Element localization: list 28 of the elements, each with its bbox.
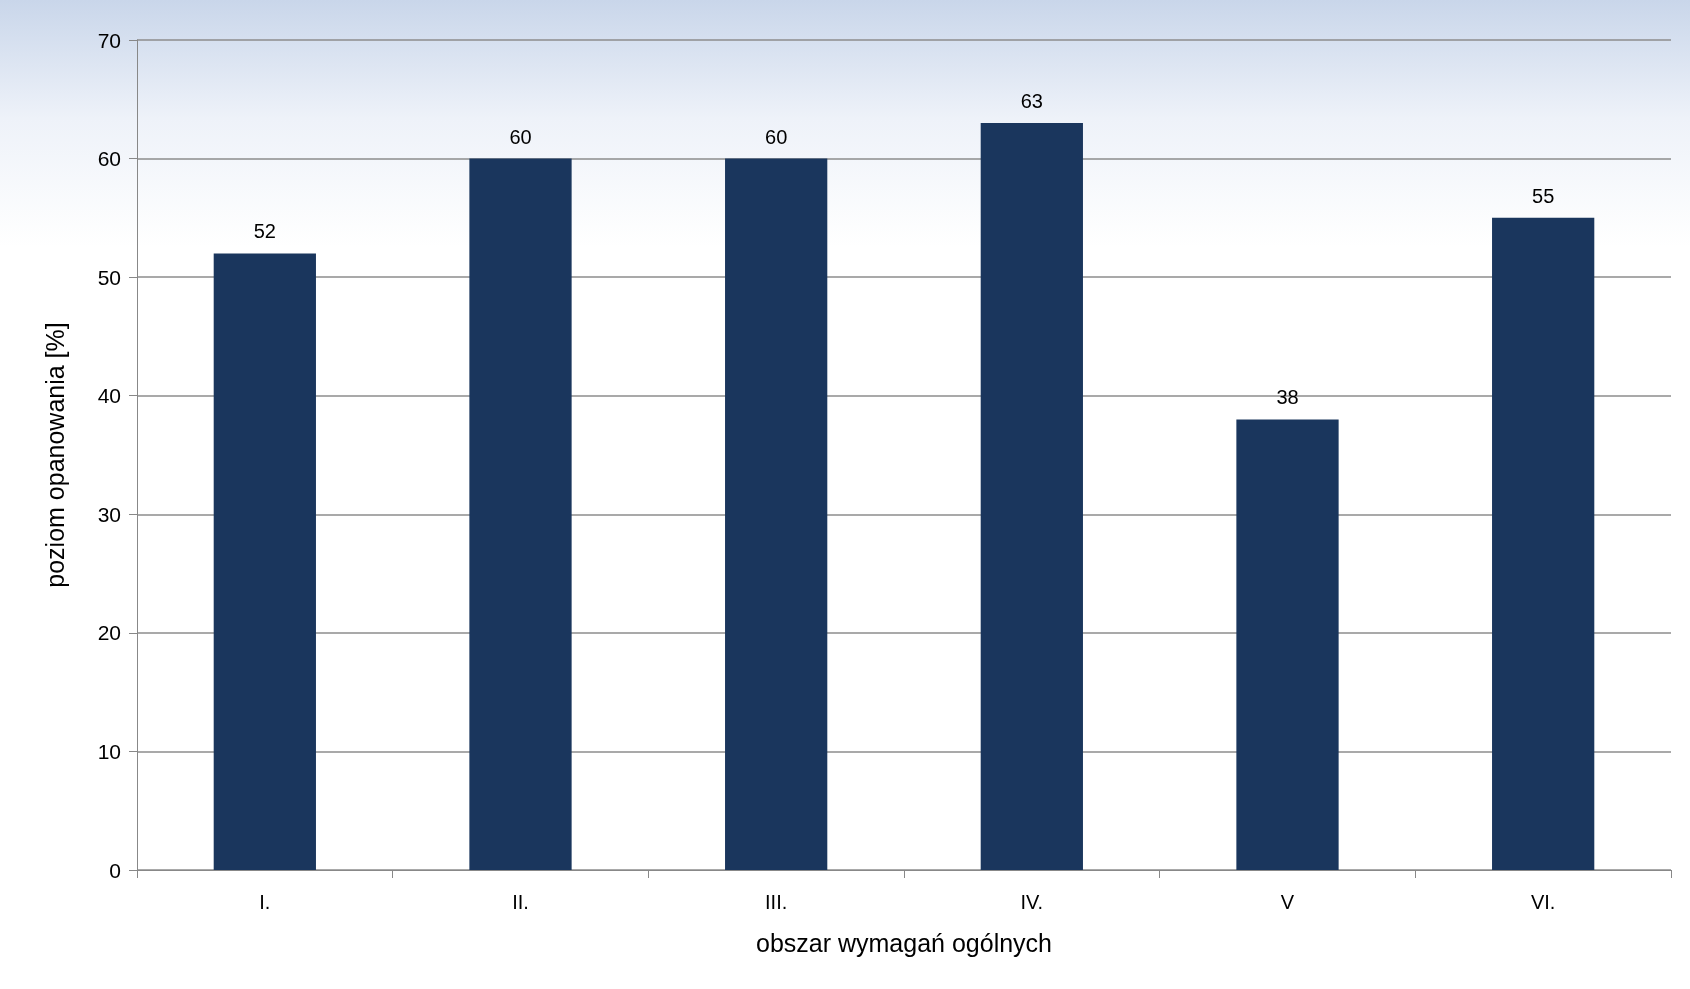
x-tick-label: I. bbox=[259, 891, 271, 913]
bar bbox=[213, 253, 316, 870]
bar bbox=[725, 158, 828, 870]
y-tick-label: 70 bbox=[97, 28, 121, 52]
y-tick-label: 50 bbox=[97, 265, 121, 289]
x-tick-label: III. bbox=[765, 891, 788, 913]
x-tick-label: V bbox=[1280, 891, 1295, 913]
data-label: 38 bbox=[1276, 386, 1299, 409]
x-axis-title: obszar wymagań ogólnych bbox=[756, 928, 1052, 957]
bar bbox=[469, 158, 572, 870]
y-tick-label: 0 bbox=[109, 858, 121, 882]
y-axis-title: poziom opanowania [%] bbox=[40, 322, 69, 588]
data-label: 60 bbox=[509, 125, 532, 148]
x-tick-label: II. bbox=[512, 891, 529, 913]
x-tick-label: IV. bbox=[1020, 891, 1044, 913]
data-label: 55 bbox=[1532, 184, 1555, 207]
y-tick-label: 40 bbox=[97, 384, 121, 408]
y-tick-label: 30 bbox=[97, 502, 121, 526]
y-tick-label: 60 bbox=[97, 147, 121, 171]
x-tick-label: VI. bbox=[1530, 891, 1556, 913]
y-tick-label: 10 bbox=[97, 739, 121, 763]
bar bbox=[1492, 217, 1595, 870]
bar bbox=[980, 123, 1083, 870]
y-tick-label: 20 bbox=[97, 621, 121, 645]
data-label: 52 bbox=[253, 220, 276, 243]
data-label: 63 bbox=[1020, 90, 1043, 112]
data-label: 60 bbox=[765, 125, 788, 148]
bar bbox=[1236, 419, 1339, 870]
